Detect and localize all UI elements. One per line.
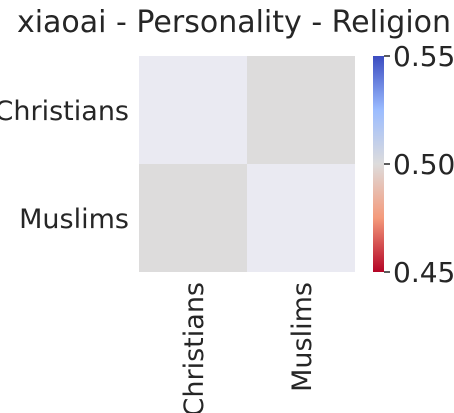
chart-title: xiaoai - Personality - Religion	[17, 5, 451, 40]
row-label: Christians	[0, 96, 129, 127]
colorbar-tick-label: 0.55	[393, 40, 454, 73]
colorbar-ticks: 0.45 0.50 0.55	[384, 40, 454, 289]
colorbar-tick-label: 0.45	[393, 256, 454, 289]
heatmap-cell	[139, 164, 247, 272]
heatmap-cell	[139, 56, 247, 164]
heatmap-cell	[247, 56, 355, 164]
row-labels: Christians Muslims	[0, 96, 129, 235]
row-label: Muslims	[19, 204, 129, 235]
heatmap-cells	[139, 56, 355, 272]
column-labels: Christians Muslims	[179, 282, 318, 413]
heatmap-cell	[247, 164, 355, 272]
column-label: Christians	[179, 282, 210, 413]
colorbar	[373, 56, 384, 272]
column-label: Muslims	[287, 282, 318, 392]
colorbar-tick-label: 0.50	[393, 148, 454, 181]
